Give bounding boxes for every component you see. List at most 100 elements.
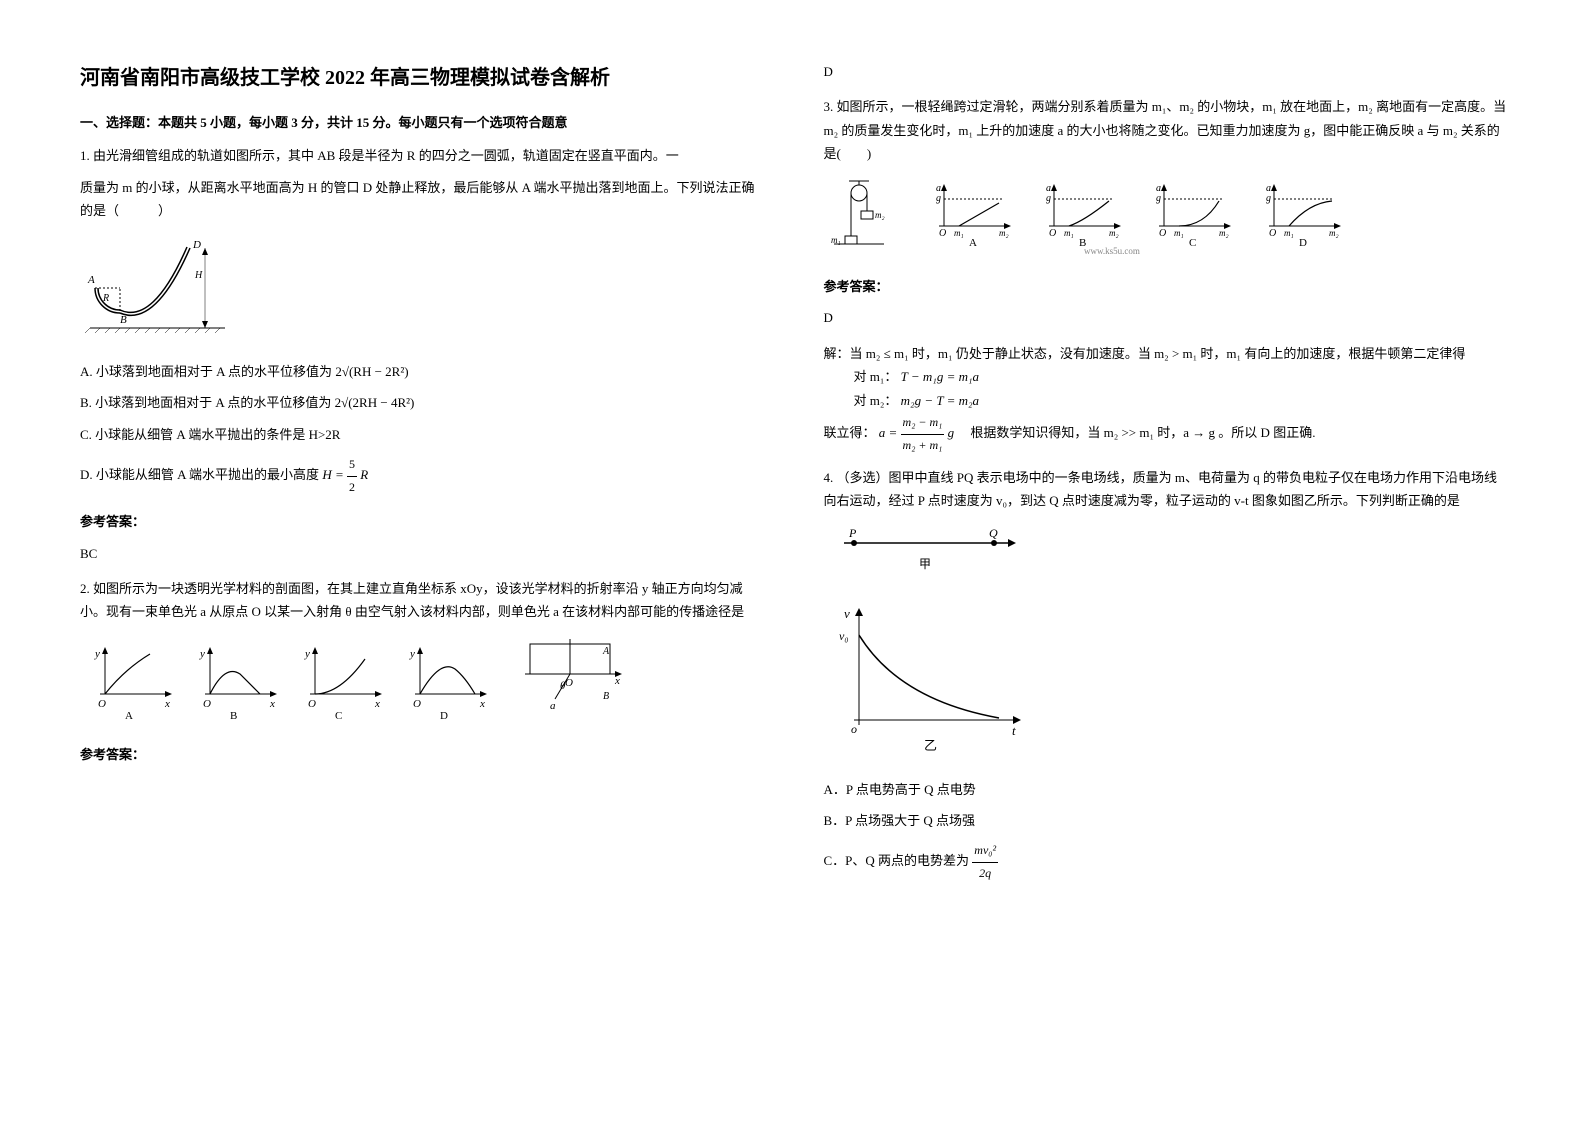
q1-option-b: B. 小球落到地面相对于 A 点的水平位移值为 2√(2RH − 4R²): [80, 391, 764, 414]
q3-eq1: T − m₁g = m₁a: [901, 369, 979, 384]
svg-text:O: O: [1049, 228, 1056, 239]
svg-text:m₁: m₁: [954, 228, 964, 238]
fraction-den: 2: [347, 477, 357, 499]
svg-text:D: D: [1299, 237, 1307, 249]
q1-text-1: 1. 由光滑细管组成的轨道如图所示，其中 AB 段是半径为 R 的四分之一圆弧，…: [80, 144, 764, 167]
left-column: 河南省南阳市高级技工学校 2022 年高三物理模拟试卷含解析 一、选择题：本题共…: [80, 60, 764, 895]
q1-answer: BC: [80, 542, 764, 565]
q1-optD-suffix: R: [360, 467, 368, 482]
svg-text:H: H: [194, 270, 203, 281]
page-container: 河南省南阳市高级技工学校 2022 年高三物理模拟试卷含解析 一、选择题：本题共…: [80, 60, 1507, 895]
question-4: 4. （多选）图甲中直线 PQ 表示电场中的一条电场线，质量为 m、电荷量为 q…: [824, 466, 1508, 885]
q1-optD-fraction: 5 2: [347, 454, 357, 498]
q3-answer: D: [824, 306, 1508, 329]
svg-text:m₂: m₂: [1219, 228, 1229, 238]
q1-option-a: A. 小球落到地面相对于 A 点的水平位移值为 2√(RH − 2R²): [80, 360, 764, 383]
q3-explain-1: 解：当 m₂ ≤ m₁ 时，m₁ 仍处于静止状态，没有加速度。当 m₂ > m₁…: [824, 342, 1508, 365]
svg-text:甲: 甲: [919, 557, 931, 571]
question-2: 2. 如图所示为一块透明光学材料的剖面图，在其上建立直角坐标系 xOy，设该光学…: [80, 577, 764, 767]
q1-optD-prefix: H =: [322, 467, 347, 482]
q3-eq3-prefix: a =: [879, 425, 901, 440]
q4-text: 4. （多选）图甲中直线 PQ 表示电场中的一条电场线，质量为 m、电荷量为 q…: [824, 466, 1508, 513]
svg-text:D: D: [192, 239, 201, 251]
q4-field-svg: P Q 甲: [824, 523, 1044, 583]
q2-diagram: y x O A y x O B: [80, 634, 764, 731]
svg-text:y: y: [199, 648, 205, 660]
svg-text:A: A: [602, 646, 610, 657]
q3-eq2: m₂g − T = m₂a: [901, 393, 979, 408]
q3-explain2-prefix: 联立得：: [824, 425, 876, 440]
q4-optC-fraction: mv₀² 2q: [972, 840, 998, 884]
svg-text:O: O: [413, 698, 421, 710]
fraction-num: 5: [347, 454, 357, 477]
q2-answer-label: 参考答案：: [80, 743, 764, 766]
question-3: 3. 如图所示，一根轻绳跨过定滑轮，两端分别系着质量为 m₁、m₂ 的小物块，m…: [824, 95, 1508, 456]
svg-text:O: O: [565, 677, 573, 689]
svg-text:A: A: [87, 274, 95, 286]
svg-text:g: g: [1046, 193, 1051, 204]
svg-text:m₁: m₁: [1284, 228, 1294, 238]
svg-text:乙: 乙: [924, 738, 937, 753]
svg-text:t: t: [1012, 723, 1016, 738]
exam-title: 河南省南阳市高级技工学校 2022 年高三物理模拟试卷含解析: [80, 60, 764, 96]
q4-optC-text: C．P、Q 两点的电势差为: [824, 854, 970, 869]
q3-options-svg: m₂ m₁ a g m₁ m₂ O A: [824, 176, 1424, 256]
svg-text:y: y: [94, 648, 100, 660]
q1-diagram: A B D R H: [80, 233, 764, 350]
q2-answer: D: [824, 60, 1508, 83]
question-1: 1. 由光滑细管组成的轨道如图所示，其中 AB 段是半径为 R 的四分之一圆弧，…: [80, 144, 764, 565]
svg-text:m₂: m₂: [1329, 228, 1339, 238]
svg-text:m₁: m₁: [1174, 228, 1184, 238]
section-1-header: 一、选择题：本题共 5 小题，每小题 3 分，共计 15 分。每小题只有一个选项…: [80, 111, 764, 134]
svg-text:m₂: m₂: [999, 228, 1009, 238]
q4-option-c: C．P、Q 两点的电势差为 mv₀² 2q: [824, 840, 1508, 884]
q1-optA-text: A. 小球落到地面相对于 A 点的水平位移值为: [80, 364, 332, 379]
q1-optB-text: B. 小球落到地面相对于 A 点的水平位移值为: [80, 395, 331, 410]
svg-text:B: B: [230, 710, 237, 722]
svg-text:www.ks5u.com: www.ks5u.com: [1084, 246, 1140, 256]
svg-text:a: a: [550, 700, 556, 712]
q3-explain2-suffix: 根据数学知识得知，当 m₂ >> m₁ 时，a → g 。所以 D 图正确.: [957, 425, 1315, 440]
svg-text:m₁: m₁: [831, 235, 841, 245]
svg-text:x: x: [164, 698, 170, 710]
svg-text:O: O: [98, 698, 106, 710]
q2-text: 2. 如图所示为一块透明光学材料的剖面图，在其上建立直角坐标系 xOy，设该光学…: [80, 577, 764, 624]
svg-text:g: g: [936, 193, 941, 204]
q4-diagram-1: P Q 甲: [824, 523, 1508, 590]
svg-text:O: O: [939, 228, 946, 239]
svg-text:B: B: [603, 691, 609, 702]
q2-options-svg: y x O A y x O B: [80, 634, 680, 724]
svg-text:D: D: [440, 710, 448, 722]
svg-text:A: A: [969, 237, 977, 249]
fraction-den: 2q: [972, 863, 998, 885]
q1-optD-text: D. 小球能从细管 A 端水平抛出的最小高度: [80, 467, 319, 482]
svg-text:v₀: v₀: [839, 629, 849, 643]
q1-optB-formula: 2√(2RH − 4R²): [335, 395, 415, 410]
svg-text:O: O: [203, 698, 211, 710]
svg-text:g: g: [1156, 193, 1161, 204]
q3-eq3-fraction: m₂ − m₁ m₂ + m₁: [901, 412, 945, 456]
q3-eq2-row: 对 m₂： m₂g − T = m₂a: [854, 389, 1508, 412]
q3-eq2-label: 对 m₂：: [854, 393, 898, 408]
q4-vt-svg: v v₀ t o 乙: [824, 600, 1044, 760]
q1-optA-formula: 2√(RH − 2R²): [335, 364, 408, 379]
svg-text:Q: Q: [989, 526, 998, 540]
fraction-num: m₂ − m₁: [901, 412, 945, 435]
q4-diagram-2: v v₀ t o 乙: [824, 600, 1508, 767]
svg-text:v: v: [844, 606, 850, 621]
q3-text: 3. 如图所示，一根轻绳跨过定滑轮，两端分别系着质量为 m₁、m₂ 的小物块，m…: [824, 95, 1508, 165]
q3-eq1-label: 对 m₁：: [854, 369, 898, 384]
svg-text:x: x: [614, 675, 620, 687]
svg-text:x: x: [374, 698, 380, 710]
svg-text:m₂: m₂: [875, 210, 885, 220]
svg-text:x: x: [479, 698, 485, 710]
right-column: D 3. 如图所示，一根轻绳跨过定滑轮，两端分别系着质量为 m₁、m₂ 的小物块…: [824, 60, 1508, 895]
svg-text:A: A: [125, 710, 133, 722]
svg-text:y: y: [409, 648, 415, 660]
svg-text:m₂: m₂: [1109, 228, 1119, 238]
svg-text:o: o: [851, 722, 857, 736]
svg-text:C: C: [1189, 237, 1196, 249]
fraction-den: m₂ + m₁: [901, 435, 945, 457]
q1-option-c: C. 小球能从细管 A 端水平抛出的条件是 H>2R: [80, 423, 764, 446]
q1-option-d: D. 小球能从细管 A 端水平抛出的最小高度 H = 5 2 R: [80, 454, 764, 498]
